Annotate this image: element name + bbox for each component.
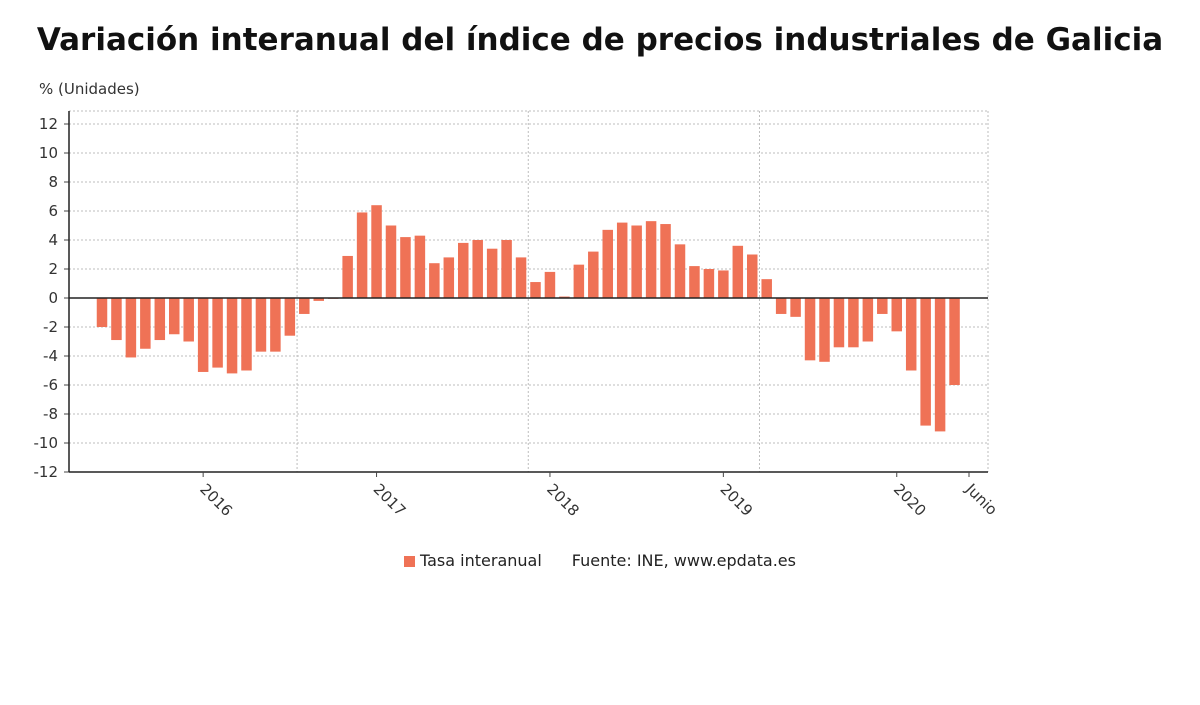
- bar: [530, 282, 541, 298]
- y-tick-label: 10: [39, 144, 58, 162]
- x-tick-label: 2020: [890, 480, 930, 520]
- bar: [775, 298, 787, 314]
- bar: [140, 298, 151, 349]
- x-tick-label: 2016: [196, 480, 236, 520]
- y-tick-label: 6: [48, 202, 58, 220]
- y-tick-label: 8: [48, 173, 58, 191]
- bar: [429, 263, 440, 298]
- bar: [371, 205, 382, 298]
- bar: [284, 298, 296, 336]
- x-tick-label: Junio: [961, 479, 1000, 518]
- x-tick-label: 2017: [370, 480, 410, 520]
- bar: [920, 298, 931, 426]
- bar: [212, 298, 223, 368]
- bar: [197, 298, 209, 372]
- source-note: Fuente: INE, www.epdata.es: [571, 551, 796, 570]
- bar: [111, 298, 122, 341]
- y-tick-label: -8: [43, 405, 58, 423]
- bar: [414, 235, 426, 298]
- bar: [949, 298, 960, 385]
- y-tick-label: -2: [43, 318, 58, 336]
- y-tick-label: -10: [34, 434, 59, 452]
- y-tick-label: 0: [48, 289, 58, 307]
- y-tick-label: 4: [48, 231, 58, 249]
- bar: [674, 244, 686, 298]
- bar: [660, 224, 671, 298]
- bar: [169, 298, 180, 335]
- bar: [299, 298, 310, 314]
- bar: [689, 266, 700, 298]
- chart-title: Variación interanual del índice de preci…: [36, 22, 1164, 58]
- bar: [891, 298, 902, 332]
- bar: [862, 298, 874, 342]
- bar: [270, 298, 281, 352]
- bar: [515, 257, 527, 298]
- y-tick-label: -12: [34, 463, 59, 481]
- bar: [718, 270, 729, 298]
- bar: [819, 298, 830, 362]
- x-tick-label: 2019: [717, 480, 757, 520]
- bar: [125, 298, 137, 358]
- bar: [96, 298, 108, 327]
- bar: [183, 298, 194, 342]
- y-tick-label: 2: [48, 260, 58, 278]
- y-tick-label: -6: [43, 376, 58, 394]
- bar: [342, 255, 353, 298]
- bar: [616, 222, 628, 298]
- bar: [255, 298, 267, 352]
- legend-series-label: Tasa interanual: [420, 551, 542, 570]
- bar: [703, 269, 715, 298]
- bar: [877, 298, 888, 314]
- bar: [443, 257, 455, 298]
- bar: [732, 245, 744, 298]
- bar: [486, 248, 498, 298]
- bar: [905, 298, 917, 371]
- bar: [631, 225, 642, 298]
- bar: [385, 225, 397, 298]
- bar: [934, 298, 946, 432]
- bar: [544, 271, 556, 298]
- bar: [241, 298, 252, 371]
- bar: [833, 298, 845, 348]
- y-axis-label: % (Unidades): [39, 80, 140, 98]
- legend: Tasa interanual Fuente: INE, www.epdata.e…: [0, 551, 1200, 570]
- bar: [472, 240, 483, 298]
- x-tick-label: 2018: [543, 480, 583, 520]
- bar: [501, 240, 512, 298]
- bar: [761, 279, 772, 298]
- bar: [645, 221, 657, 298]
- bar: [588, 251, 599, 298]
- bar: [458, 242, 469, 298]
- y-tick-label: 12: [39, 115, 58, 133]
- bar: [790, 298, 801, 317]
- bar: [356, 212, 368, 298]
- bar: [226, 298, 238, 374]
- bar: [400, 237, 411, 298]
- bar: [602, 229, 613, 298]
- legend-swatch: [404, 556, 415, 567]
- bar: [573, 264, 585, 298]
- bar: [848, 298, 859, 348]
- y-tick-label: -4: [43, 347, 58, 365]
- bar: [747, 254, 758, 298]
- bar: [804, 298, 816, 361]
- bar: [313, 298, 324, 301]
- bar: [154, 298, 166, 341]
